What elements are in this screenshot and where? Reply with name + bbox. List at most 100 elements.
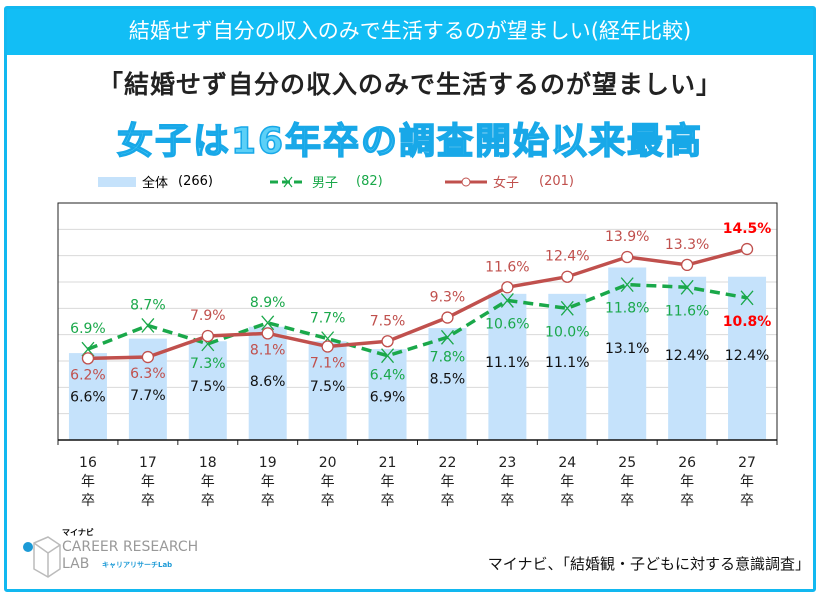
- x-tick-label: 23: [498, 455, 516, 471]
- label-male: 10.0%: [545, 324, 589, 340]
- label-male: 7.3%: [190, 356, 226, 372]
- x-tick-label: 年: [740, 474, 754, 490]
- x-tick-label: 卒: [321, 493, 335, 509]
- x-tick-label: 年: [560, 474, 574, 490]
- x-tick-label: 年: [381, 474, 395, 490]
- legend-female: 女子 (201): [445, 172, 574, 191]
- male-marker: [141, 318, 155, 333]
- label-female: 9.3%: [430, 290, 466, 306]
- male-marker: [620, 277, 634, 293]
- legend-male-n: (82): [356, 174, 383, 189]
- male-marker: [261, 315, 275, 331]
- x-tick-label: 年: [141, 474, 155, 490]
- bar-total: [308, 341, 347, 440]
- x-tick-label: 22: [439, 455, 457, 471]
- x-tick-label: 卒: [680, 493, 694, 509]
- logo-kana: キャリアリサーチLab: [102, 561, 173, 569]
- label-female: 11.6%: [485, 259, 529, 275]
- x-tick-label: 卒: [261, 493, 275, 509]
- bar-total: [248, 326, 287, 440]
- label-male: 6.4%: [370, 368, 406, 384]
- label-female: 13.9%: [605, 229, 649, 245]
- female-marker: [261, 327, 274, 340]
- x-tick-label: 卒: [620, 493, 634, 509]
- x-tick-label: 卒: [201, 493, 215, 509]
- label-total: 8.6%: [250, 374, 286, 390]
- label-total: 12.4%: [665, 348, 709, 364]
- legend-total-label: 全体: [142, 176, 169, 191]
- legend-bar-swatch: [98, 176, 136, 187]
- label-male: 11.8%: [605, 301, 649, 317]
- label-female: 8.1%: [250, 342, 286, 358]
- female-marker: [321, 340, 334, 353]
- legend-female-label: 女子: [493, 176, 520, 191]
- label-male: 8.9%: [250, 295, 286, 311]
- logo-brand: マイナビ: [62, 528, 94, 537]
- subtitle: 「結婚せず自分の収入のみで生活するのが望ましい」: [97, 70, 722, 99]
- label-male: 10.8%: [723, 314, 772, 330]
- x-tick-label: 年: [620, 474, 634, 490]
- male-marker: [500, 293, 514, 308]
- male-marker: [680, 279, 694, 295]
- legend-total-n: (266): [178, 174, 213, 189]
- label-total: 7.5%: [310, 379, 346, 395]
- label-total: 7.7%: [130, 388, 166, 404]
- bar-total: [728, 276, 767, 440]
- bar-total: [668, 276, 707, 440]
- female-marker: [501, 281, 514, 294]
- x-tick-label: 年: [81, 474, 95, 490]
- male-marker: [740, 290, 754, 306]
- label-female: 6.3%: [130, 366, 166, 382]
- female-line: [87, 247, 748, 361]
- label-total: 11.1%: [545, 355, 589, 371]
- x-tick-label: 27: [738, 455, 756, 471]
- x-tick-label: 卒: [560, 493, 574, 509]
- bar-total: [488, 293, 527, 440]
- label-total: 8.5%: [430, 371, 466, 387]
- label-female: 6.2%: [70, 367, 106, 383]
- label-male: 7.8%: [430, 349, 466, 365]
- x-tick-label: 24: [558, 455, 576, 471]
- male-marker: [560, 300, 574, 316]
- label-female: 7.5%: [370, 313, 406, 329]
- label-total: 13.1%: [605, 341, 649, 357]
- label-female: 12.4%: [545, 249, 589, 265]
- logo-mark-icon: [23, 536, 61, 578]
- legend-total: 全体 (266): [98, 172, 213, 191]
- x-tick-label: 20: [319, 455, 337, 471]
- legend-male-label: 男子: [312, 176, 339, 191]
- label-total: 6.6%: [70, 389, 106, 405]
- x-tick-label: 卒: [81, 493, 95, 509]
- bar-total: [548, 293, 587, 440]
- x-tick-label: 卒: [740, 493, 754, 509]
- source-note: マイナビ、「結婚観・子どもに対する意識調査」: [487, 555, 810, 573]
- label-female: 7.9%: [190, 308, 226, 324]
- x-tick-label: 卒: [381, 493, 395, 509]
- label-male: 11.6%: [665, 303, 709, 319]
- label-male: 10.6%: [485, 316, 529, 332]
- headline: 女子は16年卒の調査開始以来最高: [116, 120, 704, 163]
- bar-total: [608, 267, 647, 440]
- x-tick-label: 16: [79, 455, 97, 471]
- legend-female-n: (201): [539, 174, 574, 189]
- label-female: 7.1%: [310, 356, 346, 372]
- female-marker: [740, 242, 754, 256]
- label-male: 8.7%: [130, 297, 166, 313]
- male-marker: [381, 348, 395, 364]
- label-total: 6.9%: [370, 390, 406, 406]
- logo-line2: LAB: [62, 556, 90, 572]
- x-tick-label: 卒: [500, 493, 514, 509]
- x-tick-label: 年: [321, 474, 335, 490]
- x-tick-label: 年: [440, 474, 454, 490]
- bar-total: [188, 341, 227, 440]
- female-marker: [561, 270, 574, 283]
- bar-total: [68, 353, 107, 440]
- female-marker: [680, 258, 694, 272]
- label-total: 11.1%: [485, 355, 529, 371]
- female-marker: [381, 335, 394, 348]
- label-total: 7.5%: [190, 379, 226, 395]
- x-tick-label: 卒: [141, 493, 155, 509]
- x-tick-label: 25: [618, 455, 636, 471]
- banner-title: 結婚せず自分の収入のみで生活するのが望ましい(経年比較): [7, 9, 813, 55]
- bar-total: [428, 328, 467, 440]
